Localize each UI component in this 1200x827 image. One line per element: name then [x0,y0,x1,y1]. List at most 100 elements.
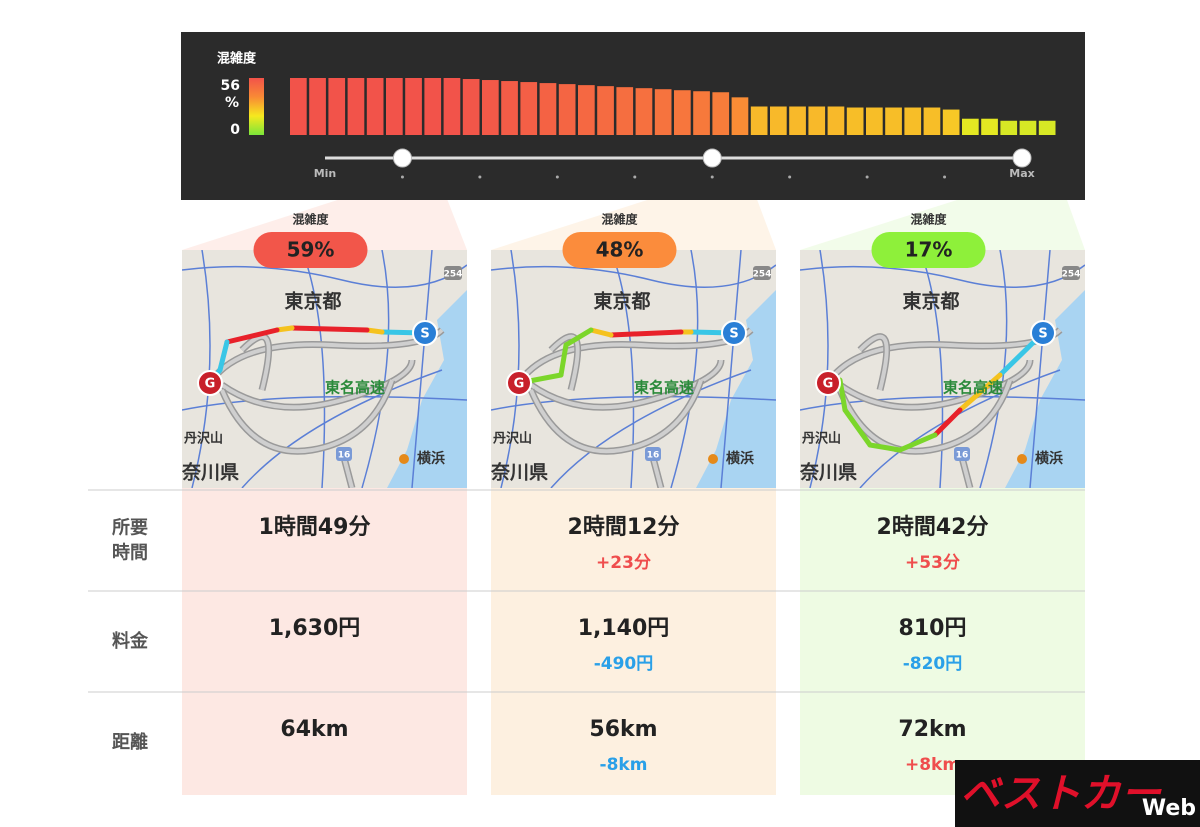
cell-value: 64km [280,717,348,742]
legend-title: 混雑度 [217,51,257,67]
map-road [670,250,699,488]
map-label: 横浜 [417,450,445,467]
map-label: 東京都 [902,290,959,313]
map-label: 奈川県 [181,461,239,484]
map-road [720,250,742,488]
map-label: S [1038,327,1047,342]
goal-icon [506,370,532,396]
route-segment [563,327,594,348]
congestion-bar [808,106,826,135]
slider-knob [392,148,412,168]
map-city-dot [708,454,718,464]
map-label: 16 [647,451,660,461]
map-water [1005,290,1085,488]
congestion-bar [981,118,998,135]
map-label: 254 [444,270,463,280]
column-funnel [182,200,467,250]
congestion-bar [923,107,941,135]
congestion-bar [366,78,384,135]
congestion-bar [309,78,326,135]
map-label: 横浜 [726,450,754,467]
congestion-value: 17% [905,238,953,262]
route-segment [224,327,280,345]
congestion-caption: 混雑度 [292,212,329,227]
route-segment [897,432,938,453]
map-label: S [729,327,738,342]
slider-max: Max [1009,167,1034,180]
congestion-value: 59% [287,238,335,262]
slider-step [943,175,947,179]
congestion-caption: 混雑度 [910,212,947,227]
cell-diff: +53分 [905,553,960,573]
congestion-badge [253,232,368,268]
start-icon [412,320,438,346]
legend-tick: 0 [230,122,240,138]
cell-value: 810円 [899,616,967,641]
map-label: 丹沢山 [184,431,223,447]
congestion-bar [942,109,960,135]
map-water [696,290,776,488]
congestion-bar [558,84,576,135]
map-label: G [205,377,216,392]
row-header: 所要 [112,518,148,539]
map-label: 奈川県 [799,461,857,484]
route-segment [957,372,1003,413]
column-funnel [800,200,1085,250]
map-label: 東京都 [593,290,650,313]
cell-value: 72km [898,717,966,742]
congestion-bar [501,81,518,135]
map-city-dot [1017,454,1027,464]
map-label: 東京都 [284,290,341,313]
slider-step [788,175,792,179]
congestion-bar [827,106,845,135]
map-label: 丹沢山 [493,431,532,447]
map-road [859,369,1061,488]
slider-knob [702,148,722,168]
map-road [550,369,752,488]
slider-step [555,175,559,179]
map-label: 16 [338,451,351,461]
map-road [361,250,390,488]
map-road [491,264,776,288]
logo-background [955,760,1200,827]
map-road [182,264,467,288]
route-segment [558,342,569,378]
row-header: 距離 [112,731,148,753]
congestion-bar [731,97,749,135]
slider-step [710,175,714,179]
column-funnel [491,200,776,250]
map-road [800,264,1085,288]
cell-diff: -490円 [594,654,654,674]
congestion-bar [962,118,979,135]
map-label: 東名高速 [943,379,1003,397]
map-road [800,395,1085,411]
map-road [191,250,211,488]
congestion-bar [1000,120,1018,135]
slider-step [400,175,404,179]
slider-step [478,175,482,179]
map-road [500,250,520,488]
start-icon [1030,320,1056,346]
map-label: G [823,377,834,392]
map-city-dot [399,454,409,464]
cell-diff: +8km [905,755,960,775]
congestion-caption: 混雑度 [601,212,638,227]
congestion-bar [405,78,422,135]
cell-value: 1,140円 [578,616,670,641]
route-segment [842,407,873,448]
route-segment [364,327,385,335]
map-road [182,395,467,411]
congestion-bar [578,85,595,135]
congestion-bar [482,80,499,135]
row-header: 料金 [112,630,149,652]
map-highway-inner [529,379,703,454]
route-shield [336,447,352,461]
goal-icon [197,370,223,396]
congestion-badge [871,232,986,268]
congestion-bar [520,82,538,135]
route-shield [1062,266,1080,280]
congestion-bar [885,107,902,135]
map-highway-inner [838,359,1032,410]
